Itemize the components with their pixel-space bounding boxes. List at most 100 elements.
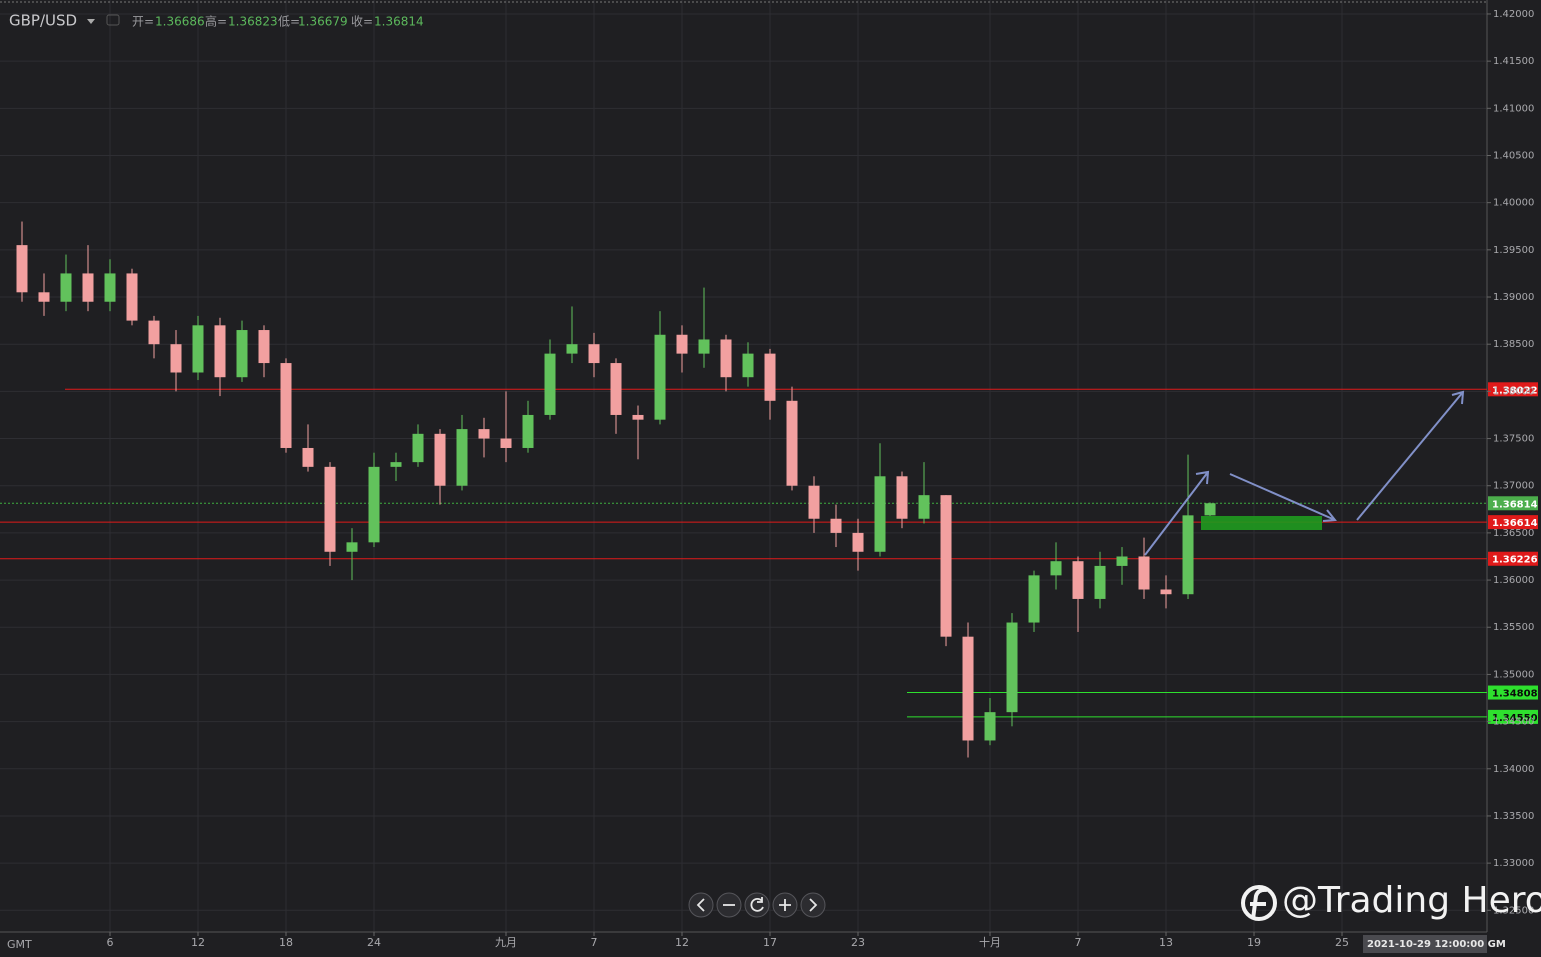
candle-body (1138, 556, 1150, 590)
candle-body (984, 712, 996, 741)
y-tick-label: 1.39000 (1493, 292, 1534, 303)
symbol[interactable]: GBP/USD (9, 12, 77, 30)
high-label: 高= (205, 14, 227, 29)
y-tick-label: 1.36000 (1493, 575, 1534, 586)
y-tick-label: 1.40000 (1493, 198, 1534, 209)
x-tick-label: 13 (1159, 936, 1173, 949)
candle-body (38, 292, 50, 302)
price-level-label: 1.36226 (1492, 555, 1538, 566)
candle-body (456, 429, 468, 486)
candle-body (698, 339, 710, 354)
x-tick-label: 十月 (979, 935, 1001, 949)
x-tick-label: 12 (675, 936, 689, 949)
candle-body (236, 330, 248, 378)
candle-body (940, 495, 952, 637)
candle-body (896, 476, 908, 519)
candle-body (544, 353, 556, 415)
price-level-tag (1488, 685, 1538, 700)
arrow (1144, 470, 1210, 556)
y-tick-label: 1.37000 (1493, 481, 1534, 492)
candle-body (1182, 515, 1194, 595)
candle-body (654, 334, 666, 420)
x-tick-label: 12 (191, 936, 205, 949)
y-tick-label: 1.36500 (1493, 528, 1534, 539)
candle-body (346, 542, 358, 552)
watermark-logo (1241, 885, 1277, 921)
watermark: @Trading Hero (1282, 880, 1541, 921)
candle-body (742, 353, 754, 378)
target-zone (1201, 516, 1322, 530)
y-tick-label: 1.41500 (1493, 56, 1534, 67)
candle-body (1204, 503, 1216, 516)
candle-body (918, 495, 930, 519)
candle-body (280, 363, 292, 448)
close-label: 收= (351, 15, 373, 29)
candle-body (170, 344, 182, 373)
candle-body (610, 363, 622, 415)
price-level-label: 1.34550 (1492, 713, 1538, 724)
zoom-out[interactable] (716, 892, 742, 918)
arrow (1229, 473, 1337, 522)
y-tick-label: 1.34000 (1493, 764, 1534, 775)
x-tick-label: 九月 (495, 936, 517, 949)
candle-body (258, 330, 270, 364)
candle-body (60, 273, 72, 302)
timezone: GMT (7, 938, 32, 951)
x-tick-label: 7 (591, 936, 598, 949)
y-tick-label: 1.33000 (1493, 858, 1534, 869)
candle-body (126, 273, 138, 321)
candle-body (500, 438, 512, 448)
candle-body (1160, 589, 1172, 595)
candle-body (764, 353, 776, 401)
price-level-tag (1488, 382, 1538, 397)
scroll-left[interactable] (688, 892, 714, 918)
candle-body (148, 320, 160, 345)
x-tick-label: 19 (1247, 936, 1261, 949)
y-tick-label: 1.32500 (1493, 905, 1534, 916)
scroll-right[interactable] (800, 892, 826, 918)
open-label: 开= (132, 15, 154, 29)
price-axis: 1.42000 1.41500 1.41000 1.40500 1.40000 1.395… (1487, 9, 1534, 916)
candle-body (786, 400, 798, 486)
settings-icon[interactable] (106, 14, 120, 26)
forecast-arrows (1144, 390, 1465, 556)
y-tick-label: 1.38500 (1493, 339, 1534, 350)
x-tick-label: 18 (279, 936, 293, 949)
candle-body (478, 429, 490, 439)
price-level-label: 1.34808 (1492, 689, 1538, 700)
candle-body (214, 325, 226, 378)
candle-body (720, 339, 732, 378)
candle-body (1094, 565, 1106, 599)
candle-body (82, 273, 94, 302)
x-tick-label: 6 (107, 936, 114, 949)
reset[interactable] (744, 892, 770, 918)
candle-body (16, 245, 28, 293)
x-tick-label: 24 (367, 936, 381, 949)
candles (16, 221, 1216, 758)
candle-body (324, 466, 336, 552)
candle-body (566, 344, 578, 354)
x-tick-label: 17 (763, 936, 777, 949)
x-tick-label: 23 (851, 936, 865, 949)
time-axis: 6 12 18 24 九月 7 12 17 23 十月 7 13 19 25 (107, 932, 1349, 949)
nav-buttons (688, 892, 826, 918)
price-level-label: 1.36614 (1492, 518, 1538, 529)
candle-body (1072, 561, 1084, 599)
price-level-tag (1488, 515, 1538, 530)
symbol-dropdown[interactable] (87, 19, 95, 24)
zoom-in[interactable] (772, 892, 798, 918)
candle-body (302, 447, 314, 467)
y-tick-label: 1.40500 (1493, 150, 1534, 161)
candle-body (588, 344, 600, 364)
candle-body (962, 636, 974, 741)
x-tick-label: 7 (1075, 936, 1082, 949)
candle-body (1028, 575, 1040, 623)
x-tick-label: 25 (1335, 936, 1349, 949)
crosshair-time: 2021-10-29 12:00:00 GM (1367, 939, 1506, 950)
candle-body (104, 273, 116, 302)
candle-body (1116, 556, 1128, 566)
y-tick-label: 1.35500 (1493, 622, 1534, 633)
y-tick-label: 1.37500 (1493, 434, 1534, 445)
candle-body (412, 433, 424, 463)
